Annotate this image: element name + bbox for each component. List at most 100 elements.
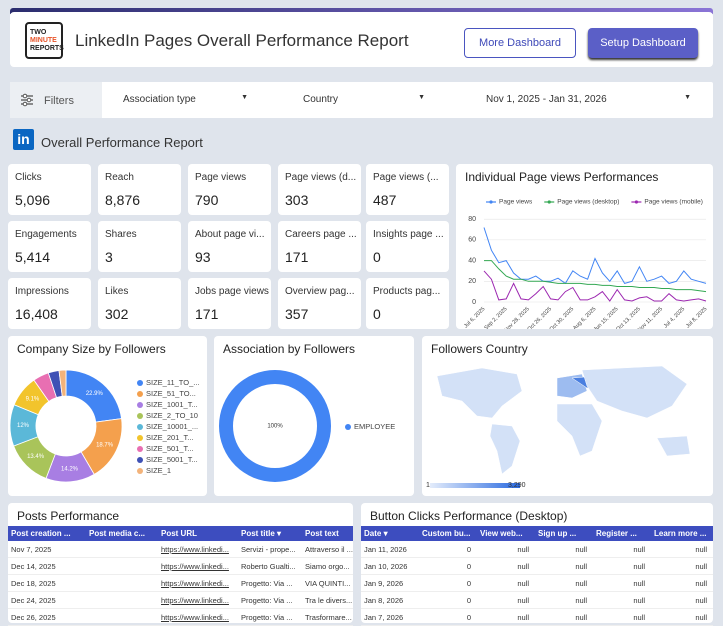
filters-button[interactable]: Filters: [10, 82, 102, 118]
column-header: Sign up ...: [538, 529, 577, 538]
kpi-card: Products pag... 0: [366, 278, 449, 329]
slice-label: 13.4%: [27, 454, 45, 460]
table-cell: Dec 18, 2025: [11, 578, 56, 588]
table-row: Dec 24, 2025 https://www.linkedi... Proget…: [8, 592, 353, 609]
kpi-value: 171: [195, 306, 219, 322]
kpi-value: 0: [373, 249, 381, 265]
map-legend-scale: [430, 483, 520, 488]
legend-label: SIZE_10001_...: [146, 422, 198, 431]
legend-dot: [547, 200, 551, 204]
legend-label: SIZE_1001_T...: [146, 400, 198, 409]
legend-label: Page views (mobile): [644, 199, 703, 206]
world-map: [436, 365, 691, 475]
table-cell: Tra le divers...: [305, 595, 353, 605]
x-tick-label: Oct 13, 2025: [615, 306, 642, 329]
setup-dashboard-button[interactable]: Setup Dashboard: [588, 28, 698, 58]
africa: [556, 403, 603, 457]
table-cell: https://www.linkedi...: [161, 544, 229, 554]
kpi-label: Page views (...: [373, 172, 439, 183]
table-cell: null: [695, 578, 707, 588]
table-cell: Dec 26, 2025: [11, 612, 56, 622]
slice-label: 14.2%: [61, 466, 79, 472]
table-cell: Jan 8, 2026: [364, 595, 404, 605]
donut-chart: 100% EMPLOYEE: [219, 370, 395, 482]
dropdown[interactable]: Association type ▼: [123, 94, 248, 105]
logo: TWO MINUTE REPORTS: [25, 22, 64, 59]
table-cell: https://www.linkedi...: [161, 595, 229, 605]
legend-label: SIZE_501_T...: [146, 444, 194, 453]
date-range[interactable]: Nov 1, 2025 - Jan 31, 2026 ▼: [486, 94, 691, 105]
table-cell: Nov 7, 2025: [11, 544, 52, 554]
kpi-value: 5,414: [15, 249, 51, 265]
donut-chart: 22.9% SIZE_11_TO_... 18.7% SIZE_51_TO... 14.…: [9, 369, 200, 483]
page-title: LinkedIn Pages Overall Performance Repor…: [75, 31, 409, 50]
legend-dot: [137, 424, 143, 430]
y-tick-label: 0: [472, 299, 476, 306]
column-header: Post URL: [161, 529, 197, 538]
slice-label: 100%: [267, 424, 283, 430]
legend-min: 1: [426, 482, 430, 489]
legend-label: SIZE_201_T...: [146, 433, 194, 442]
kpi-card: Reach 8,876: [98, 164, 181, 215]
table-cell: null: [517, 544, 529, 554]
legend-label: SIZE_5001_T...: [146, 455, 198, 464]
table-cell: null: [517, 561, 529, 571]
dropdown-label: Association type: [123, 94, 196, 105]
filters-label: Filters: [44, 95, 74, 107]
table-title: Button Clicks Performance (Desktop): [370, 509, 568, 523]
kpi-card: Page views (d... 303: [278, 164, 361, 215]
kpi-value: 93: [195, 249, 211, 265]
kpi-value: 8,876: [105, 192, 141, 208]
australia: [656, 435, 691, 457]
kpi-card: Clicks 5,096: [8, 164, 91, 215]
kpi-card: About page vi... 93: [188, 221, 271, 272]
slice-label: 9.1%: [26, 397, 40, 403]
x-tick-label: Oct 30, 2025: [549, 306, 576, 329]
x-tick-label: Oct 26, 2025: [527, 306, 554, 329]
kpi-card: Careers page ... 171: [278, 221, 361, 272]
legend-dot: [137, 380, 143, 386]
kpi-card: Page views (... 487: [366, 164, 449, 215]
table-cell: 0: [466, 561, 471, 571]
table-row: Jan 11, 2026 0 null null null null: [361, 541, 713, 558]
linkedin-icon: in: [13, 129, 34, 150]
more-dashboard-button[interactable]: More Dashboard: [464, 28, 576, 58]
date-range-label: Nov 1, 2025 - Jan 31, 2026: [486, 94, 607, 105]
dropdown[interactable]: Country ▼: [303, 94, 425, 105]
kpi-value: 302: [105, 306, 129, 322]
column-header: Date ▾: [364, 529, 388, 538]
asia: [581, 365, 688, 419]
x-tick-label: Jul 6, 2025: [463, 306, 486, 329]
kpi-card: Overview pag... 357: [278, 278, 361, 329]
kpi-label: Insights page ...: [373, 229, 444, 240]
legend-label: SIZE_11_TO_...: [146, 378, 200, 387]
pie-card: Association by Followers 100% EMPLOYEE: [214, 336, 414, 496]
series-line: [484, 260, 707, 293]
legend-dot: [137, 435, 143, 441]
legend-label: SIZE_51_TO...: [146, 389, 196, 398]
pie-card: Company Size by Followers 22.9% SIZE_11_T…: [8, 336, 207, 496]
top-strip: [10, 8, 713, 14]
kpi-value: 357: [285, 306, 309, 322]
x-tick-label: Jul 4, 2025: [663, 306, 686, 329]
legend-dot: [345, 424, 351, 430]
table-row: Jan 9, 2026 0 null null null null: [361, 575, 713, 592]
slice-label: 12%: [17, 423, 30, 429]
table-cell: null: [517, 612, 529, 622]
kpi-label: Likes: [105, 286, 129, 297]
chart-title: Company Size by Followers: [17, 342, 166, 356]
logo-text: TWO: [30, 29, 47, 36]
table-cell: 0: [466, 595, 471, 605]
legend-dot: [137, 413, 143, 419]
table-header: Post creation ... Post media c... Post URL…: [8, 526, 353, 541]
column-header: Post title ▾: [241, 529, 282, 538]
kpi-label: Shares: [105, 229, 137, 240]
table-cell: 0: [466, 612, 471, 622]
table-cell: Siamo orgo...: [305, 561, 350, 571]
legend-label: SIZE_2_TO_10: [146, 411, 198, 420]
table-row: Nov 7, 2025 https://www.linkedi... Servizi…: [8, 541, 353, 558]
slice-label: 18.7%: [96, 442, 114, 448]
legend-dot: [137, 457, 143, 463]
section-title: Overall Performance Report: [41, 135, 203, 150]
table-title: Posts Performance: [17, 509, 120, 523]
